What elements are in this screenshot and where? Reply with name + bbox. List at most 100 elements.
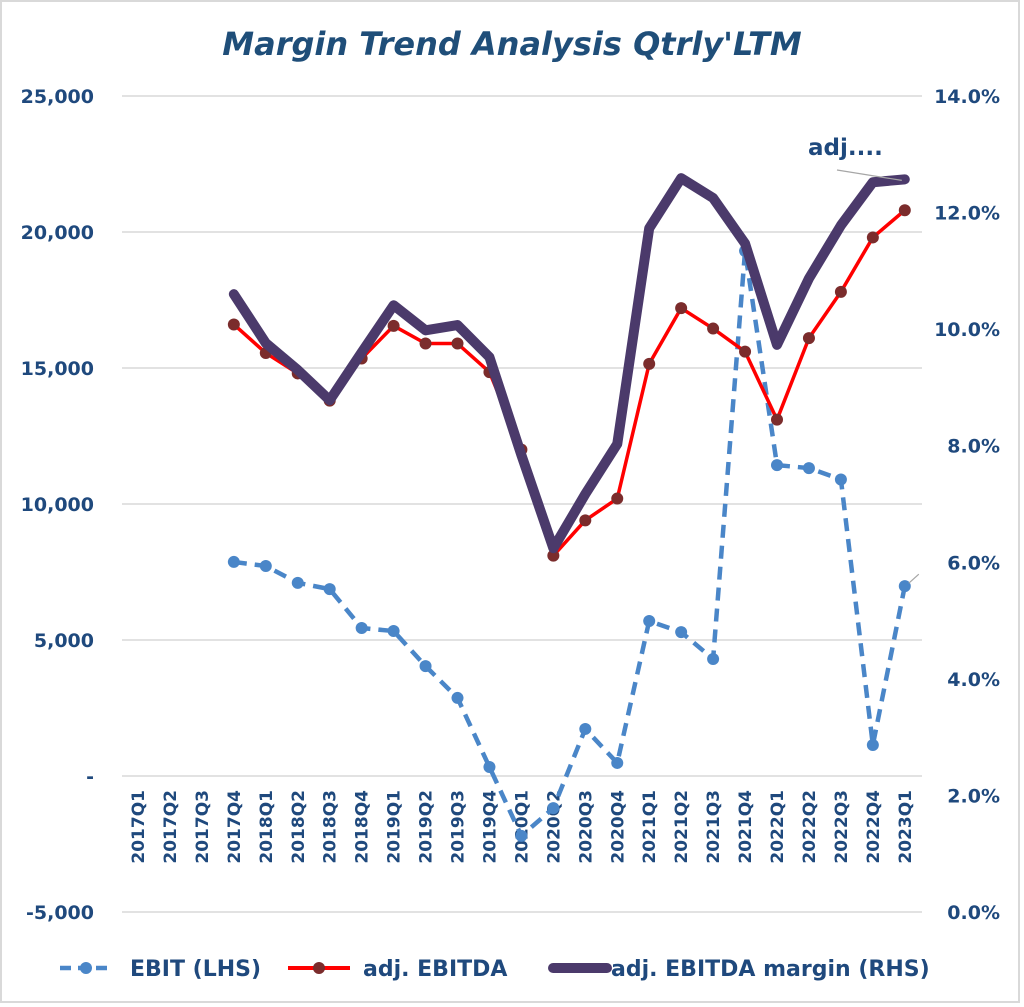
x-tick-label: 2021Q1 <box>640 790 660 864</box>
annotations: adj.... <box>808 135 902 181</box>
x-tick-label: 2020Q1 <box>512 790 532 864</box>
y-tick-label: 5,000 <box>34 630 94 652</box>
adj-ebitda-point <box>739 345 752 358</box>
ebit-point <box>323 583 336 596</box>
x-tick-label: 2022Q1 <box>768 790 788 864</box>
legend-ebit-marker-icon <box>80 962 92 974</box>
legend-adj-ebitda-marker-icon <box>313 962 325 974</box>
ebit-point <box>259 560 272 573</box>
y2-tick-label: 0.0% <box>947 902 1000 924</box>
ebit-point <box>579 722 592 735</box>
x-tick-label: 2022Q2 <box>800 790 820 864</box>
chart-title: Margin Trend Analysis Qtrly'LTM <box>222 25 802 63</box>
y-tick-label: -5,000 <box>26 902 94 924</box>
series-ebit <box>227 245 920 842</box>
ebit-point <box>515 829 528 842</box>
adj-ebitda-point <box>387 319 400 332</box>
x-tick-label: 2019Q2 <box>417 790 437 864</box>
y-tick-label: 20,000 <box>21 222 94 244</box>
x-tick-label: 2018Q3 <box>321 790 341 864</box>
ebit-point <box>675 626 688 639</box>
y2-tick-label: 6.0% <box>947 552 1000 574</box>
adj-ebitda-point <box>547 549 560 562</box>
ebit-point <box>771 459 783 472</box>
x-tick-label: 2022Q3 <box>832 790 852 864</box>
gridlines <box>122 95 922 913</box>
ebit-point <box>483 761 496 774</box>
x-tick-label: 2017Q4 <box>225 790 245 864</box>
ebit-point <box>291 576 304 589</box>
x-tick-label: 2020Q3 <box>576 790 596 864</box>
ebit-point <box>898 580 911 593</box>
x-tick-label: 2019Q4 <box>480 790 500 864</box>
y-tick-label: 25,000 <box>21 86 94 108</box>
ebit-point <box>419 660 432 673</box>
ebit-point <box>355 622 368 635</box>
x-tick-label: 2020Q2 <box>544 790 564 864</box>
y2-tick-label: 12.0% <box>934 203 1000 225</box>
y2-tick-label: 2.0% <box>947 785 1000 807</box>
y2-tick-label: 10.0% <box>934 319 1000 341</box>
x-tick-label: 2020Q4 <box>608 790 628 864</box>
series-adj-ebitda-margin <box>228 173 910 554</box>
ebit-point <box>611 756 624 769</box>
adj-ebitda-point <box>802 332 815 345</box>
series-layer <box>227 173 920 842</box>
y2-tick-label: 14.0% <box>934 86 1000 108</box>
ebit-point <box>834 473 847 486</box>
ebit-point <box>387 625 400 638</box>
x-tick-label: 2021Q4 <box>736 790 756 864</box>
x-tick-label: 2023Q1 <box>896 790 916 864</box>
legend-label-ebit: EBIT (LHS) <box>130 957 261 982</box>
x-tick-label: 2018Q4 <box>353 790 373 864</box>
ebit-point <box>451 691 464 704</box>
x-tick-label: 2021Q3 <box>704 790 724 864</box>
annotation-leader-line <box>836 169 902 181</box>
y-tick-label: 10,000 <box>21 494 94 516</box>
ebit-point <box>707 653 720 666</box>
x-tick-label: 2018Q1 <box>257 790 277 864</box>
y-tick-label: 15,000 <box>21 358 94 380</box>
ebit-point <box>227 555 240 568</box>
adj-ebitda-point <box>579 514 592 527</box>
ebit-line <box>233 248 908 839</box>
x-tick-label: 2019Q1 <box>385 790 405 864</box>
x-tick-label: 2019Q3 <box>449 790 469 864</box>
ebit-point <box>802 462 815 475</box>
adj-ebitda-point <box>675 302 688 315</box>
adj-ebitda-point <box>771 413 783 426</box>
adj-ebitda-point <box>898 204 911 217</box>
legend: EBIT (LHS) adj. EBITDA adj. EBITDA margin … <box>60 957 930 982</box>
x-tick-label: 2018Q2 <box>289 790 309 864</box>
ebit-point <box>643 614 656 627</box>
adj-ebitda-point <box>227 318 240 331</box>
x-tick-label: 2017Q1 <box>129 790 149 864</box>
data-label-margin: adj.... <box>808 135 883 161</box>
ebit-point <box>547 802 560 815</box>
x-tick-label: 2022Q4 <box>864 790 884 864</box>
adj-ebitda-point <box>419 337 432 350</box>
y-axis-right: 0.0% 2.0% 4.0% 6.0% 8.0% 10.0% 12.0% 14.0% <box>934 86 1000 924</box>
x-axis: 2017Q1 2017Q2 2017Q3 2017Q4 2018Q1 2018Q2 2018… <box>129 790 916 864</box>
x-tick-label: 2021Q2 <box>672 790 692 864</box>
series-adj-ebitda <box>227 204 911 562</box>
adj-ebitda-point <box>834 285 847 298</box>
legend-label-adj-ebitda: adj. EBITDA <box>363 957 507 982</box>
adj-ebitda-point <box>643 357 656 370</box>
adj-ebitda-margin-line <box>228 173 910 554</box>
adj-ebitda-point <box>451 337 464 350</box>
adj-ebitda-point <box>707 322 720 335</box>
adj-ebitda-point <box>611 492 624 505</box>
x-tick-label: 2017Q2 <box>161 790 181 864</box>
ebit-leader-line <box>908 573 920 584</box>
y2-tick-label: 8.0% <box>947 436 1000 458</box>
legend-label-margin: adj. EBITDA margin (RHS) <box>611 957 930 982</box>
x-tick-label: 2017Q3 <box>193 790 213 864</box>
y-tick-label: - <box>86 766 94 788</box>
ebit-point <box>866 738 879 751</box>
y2-tick-label: 4.0% <box>947 669 1000 691</box>
adj-ebitda-point <box>866 231 879 244</box>
